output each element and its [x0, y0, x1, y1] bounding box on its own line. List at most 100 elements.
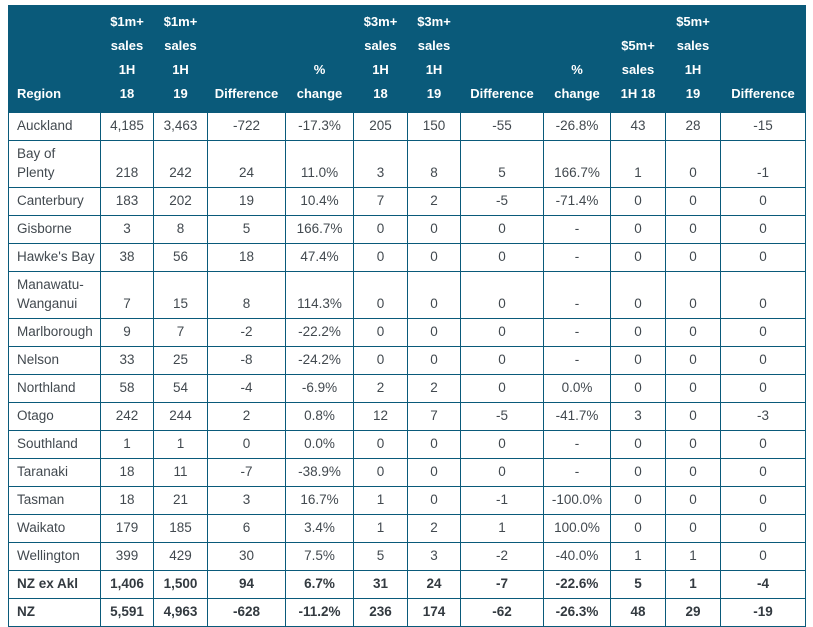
region-cell: Marlborough	[8, 318, 101, 347]
value-cell: 1,500	[153, 570, 208, 599]
value-cell: 0	[720, 318, 806, 347]
region-cell: Northland	[8, 374, 101, 403]
table-row: Otago 242 244 2 0.8% 12 7 -5 -41.7% 3 0 -3	[8, 402, 806, 431]
value-cell: 166.7%	[285, 215, 354, 244]
value-cell: 0	[665, 346, 721, 375]
value-cell: -4	[207, 374, 286, 403]
value-cell: 7	[353, 187, 408, 216]
value-cell: 38	[100, 243, 154, 272]
regional-sales-table-container: Region $1m+ sales 1H 18 $1m+ sales 1H 19 Di…	[8, 5, 806, 627]
value-cell: -22.6%	[543, 570, 611, 599]
value-cell: -11.2%	[285, 598, 354, 627]
region-cell: Gisborne	[8, 215, 101, 244]
value-cell: -15	[720, 112, 806, 141]
header-cell: $3m+ sales 1H 19	[407, 5, 461, 113]
region-cell: Manawatu- Wanganui	[8, 271, 101, 319]
value-cell: 0	[665, 318, 721, 347]
region-cell: Tasman	[8, 486, 101, 515]
value-cell: 0	[665, 402, 721, 431]
value-cell: 6	[207, 514, 286, 543]
value-cell: 0	[610, 243, 666, 272]
value-cell: 2	[407, 374, 461, 403]
value-cell: 242	[153, 140, 208, 188]
value-cell: 0	[610, 374, 666, 403]
total-row: NZ 5,591 4,963 -628 -11.2% 236 174 -62 -26.3% 48 2…	[8, 598, 806, 627]
value-cell: -2	[460, 542, 544, 571]
value-cell: -55	[460, 112, 544, 141]
value-cell: 236	[353, 598, 408, 627]
value-cell: 10.4%	[285, 187, 354, 216]
value-cell: 0	[610, 486, 666, 515]
value-cell: 0	[720, 187, 806, 216]
value-cell: 0	[665, 514, 721, 543]
value-cell: 43	[610, 112, 666, 141]
value-cell: 0	[610, 187, 666, 216]
value-cell: 1	[665, 542, 721, 571]
value-cell: 0	[207, 430, 286, 459]
value-cell: 3	[100, 215, 154, 244]
value-cell: 21	[153, 486, 208, 515]
table-row: Bay of Plenty 218 242 24 11.0% 3 8 5 166.7% 1 0 -1	[8, 140, 806, 188]
table-body: Auckland 4,185 3,463 -722 -17.3% 205 150 -55 -26…	[8, 112, 806, 627]
value-cell: 47.4%	[285, 243, 354, 272]
table-row: Canterbury 183 202 19 10.4% 7 2 -5 -71.4% 0 0 0	[8, 187, 806, 216]
region-cell: Otago	[8, 402, 101, 431]
value-cell: 244	[153, 402, 208, 431]
value-cell: -	[543, 215, 611, 244]
value-cell: -1	[720, 140, 806, 188]
value-cell: 0	[610, 430, 666, 459]
value-cell: -26.8%	[543, 112, 611, 141]
table-row: Auckland 4,185 3,463 -722 -17.3% 205 150 -55 -26…	[8, 112, 806, 141]
value-cell: 0	[407, 430, 461, 459]
value-cell: -	[543, 430, 611, 459]
region-cell: Auckland	[8, 112, 101, 141]
table-row: Tasman 18 21 3 16.7% 1 0 -1 -100.0% 0 0 0	[8, 486, 806, 515]
value-cell: 0	[460, 318, 544, 347]
value-cell: -4	[720, 570, 806, 599]
value-cell: 5	[460, 140, 544, 188]
value-cell: -100.0%	[543, 486, 611, 515]
value-cell: -	[543, 318, 611, 347]
value-cell: 2	[407, 187, 461, 216]
total-row: NZ ex Akl 1,406 1,500 94 6.7% 31 24 -7 -22.6% 5 1-…	[8, 570, 806, 599]
value-cell: -26.3%	[543, 598, 611, 627]
value-cell: -	[543, 243, 611, 272]
value-cell: 0	[720, 346, 806, 375]
value-cell: 0	[460, 430, 544, 459]
header-cell: Difference	[460, 5, 544, 113]
value-cell: -5	[460, 402, 544, 431]
header-row: Region $1m+ sales 1H 18 $1m+ sales 1H 19 Di…	[8, 5, 806, 113]
value-cell: -41.7%	[543, 402, 611, 431]
value-cell: -3	[720, 402, 806, 431]
value-cell: 48	[610, 598, 666, 627]
value-cell: 1,406	[100, 570, 154, 599]
header-cell: % change	[285, 5, 354, 113]
value-cell: 3	[353, 140, 408, 188]
region-cell: Southland	[8, 430, 101, 459]
value-cell: 150	[407, 112, 461, 141]
value-cell: 0	[720, 458, 806, 487]
value-cell: 18	[100, 458, 154, 487]
value-cell: 3,463	[153, 112, 208, 141]
value-cell: 0	[353, 271, 408, 319]
value-cell: 1	[610, 542, 666, 571]
value-cell: 94	[207, 570, 286, 599]
value-cell: 0	[720, 374, 806, 403]
value-cell: 242	[100, 402, 154, 431]
value-cell: 8	[207, 271, 286, 319]
value-cell: -38.9%	[285, 458, 354, 487]
value-cell: 429	[153, 542, 208, 571]
table-row: Taranaki 18 11 -7 -38.9% 0 0 0-0 0 0	[8, 458, 806, 487]
value-cell: 11	[153, 458, 208, 487]
value-cell: 205	[353, 112, 408, 141]
value-cell: -17.3%	[285, 112, 354, 141]
value-cell: 1	[153, 430, 208, 459]
header-cell: % change	[543, 5, 611, 113]
value-cell: 5,591	[100, 598, 154, 627]
value-cell: 19	[207, 187, 286, 216]
header-cell: $5m+ sales 1H 18	[610, 5, 666, 113]
value-cell: -722	[207, 112, 286, 141]
value-cell: 54	[153, 374, 208, 403]
value-cell: 30	[207, 542, 286, 571]
value-cell: 1	[665, 570, 721, 599]
